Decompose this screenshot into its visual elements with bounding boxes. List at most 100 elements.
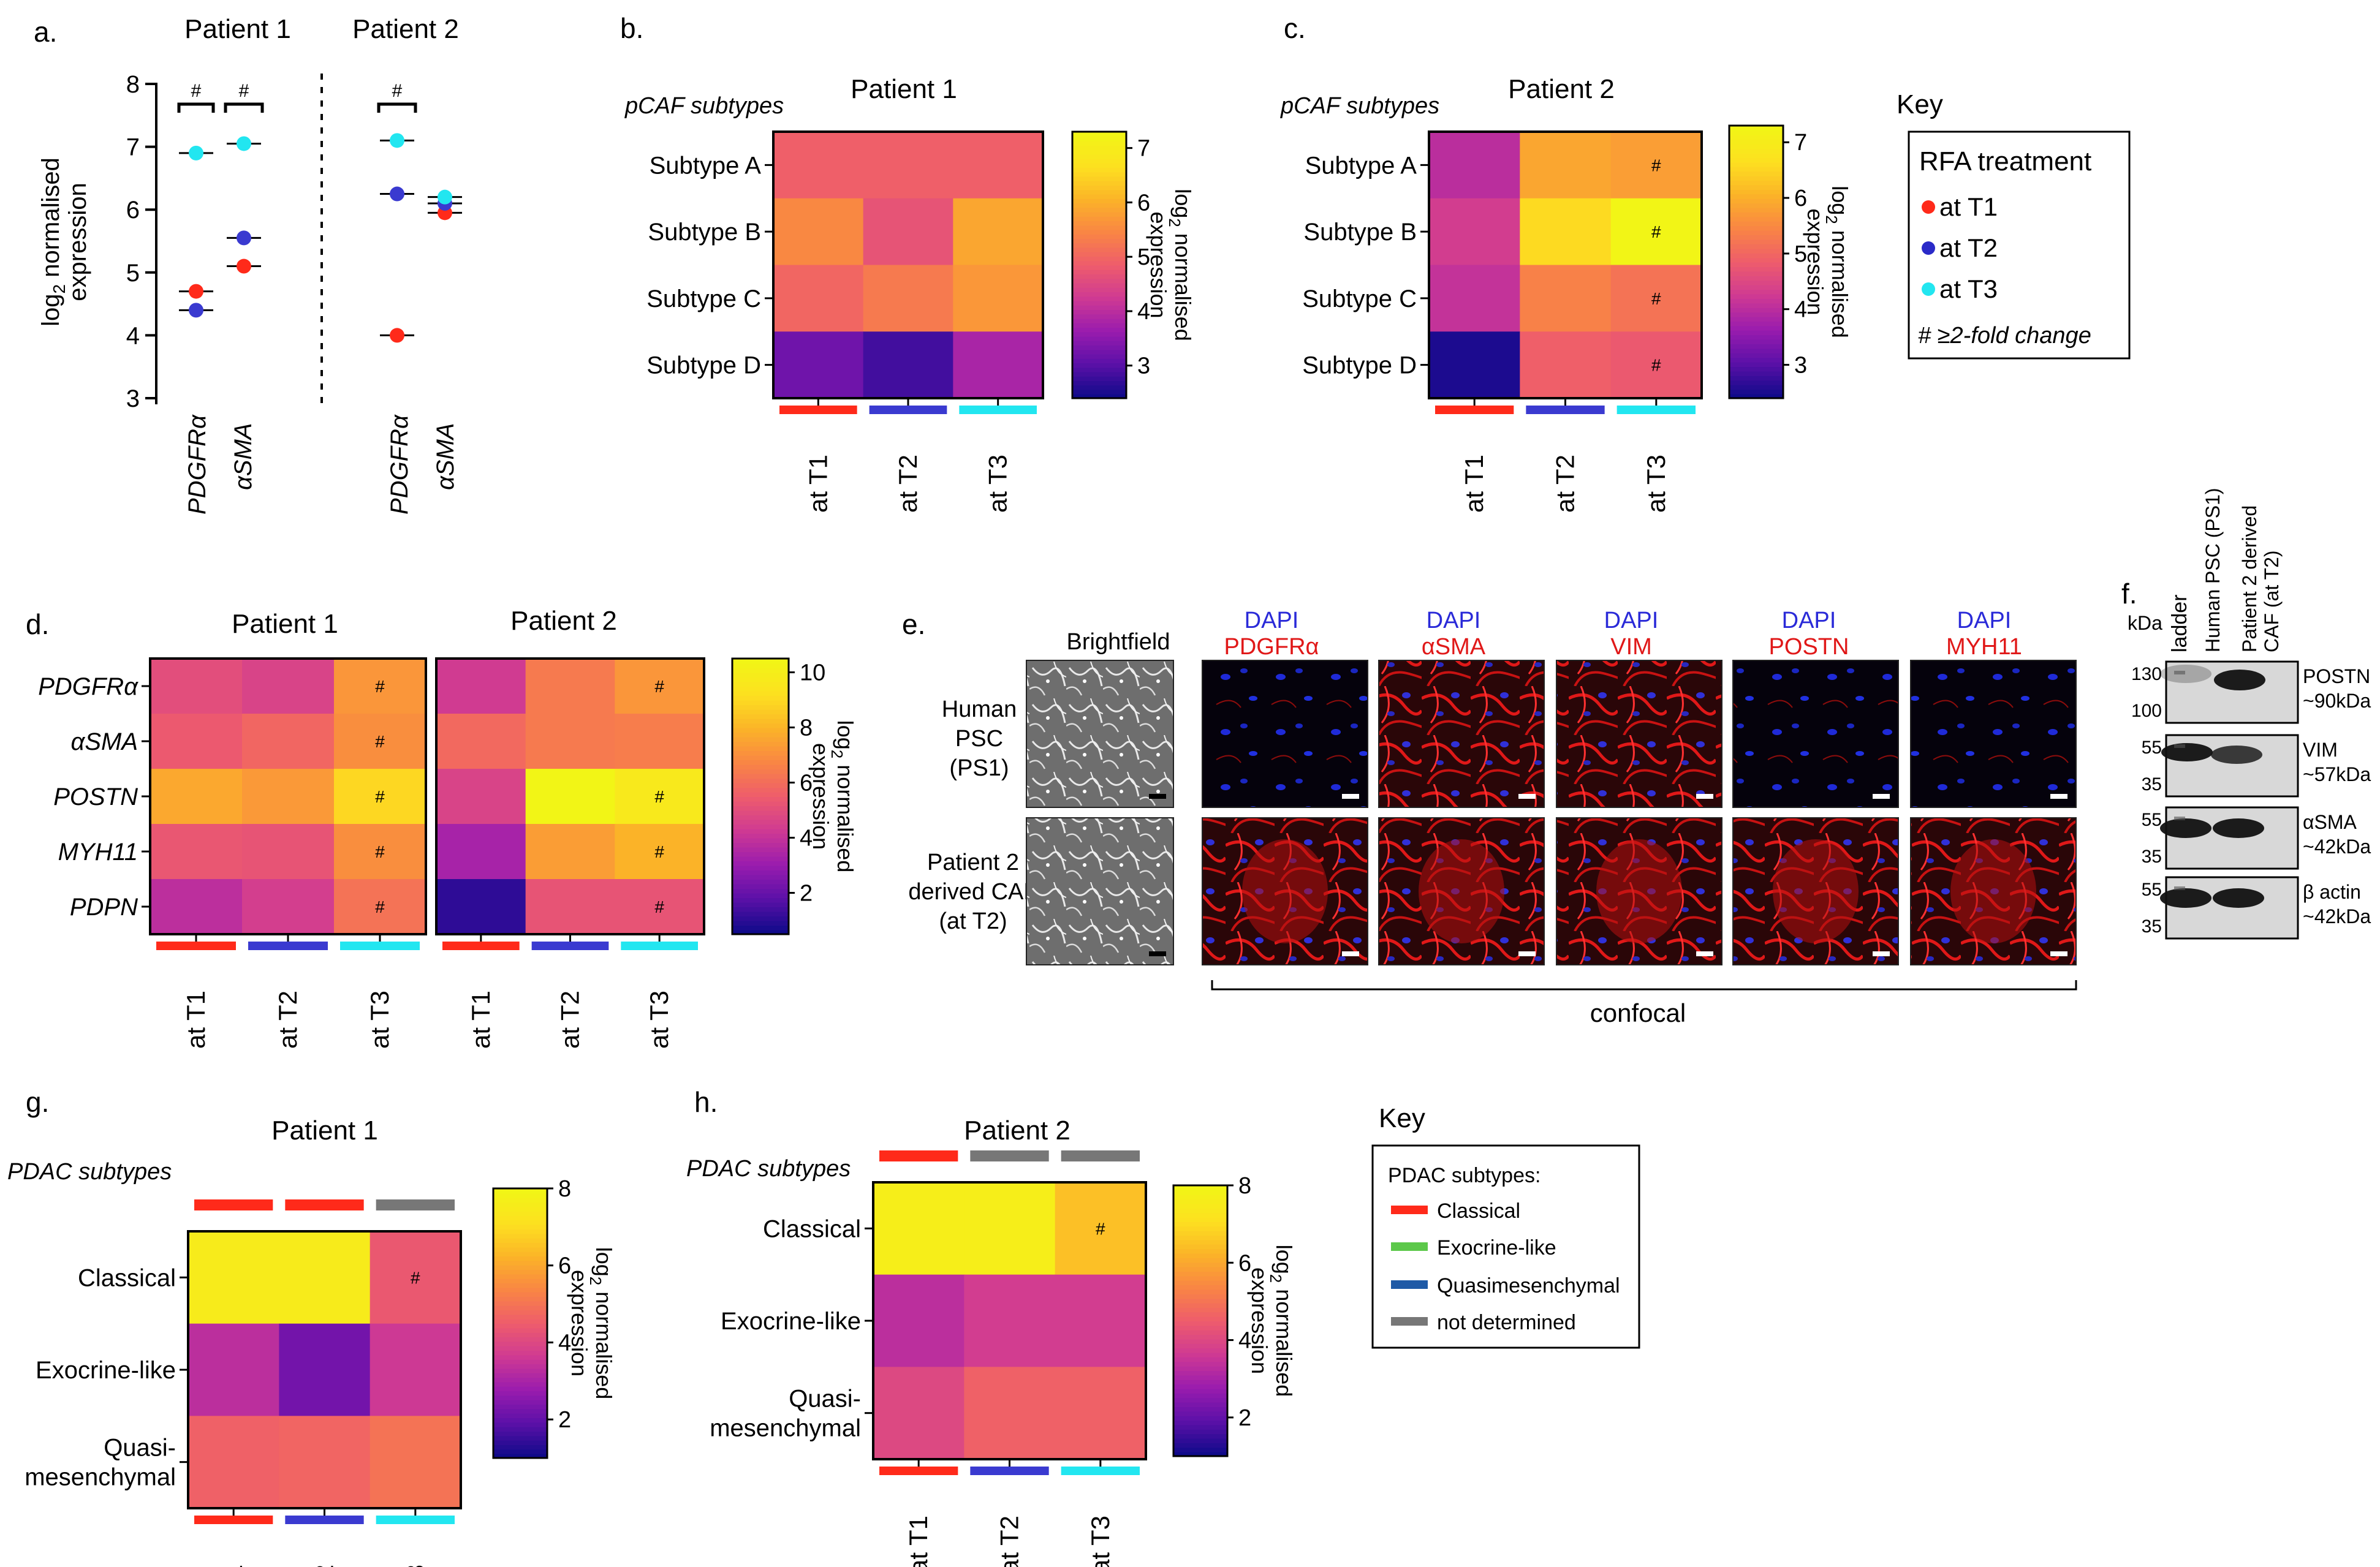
colorbar-segment — [732, 796, 789, 802]
colorbar-segment — [1173, 1271, 1227, 1277]
panel-e-dapi-label: DAPI — [1427, 608, 1481, 633]
colorbar-segment — [493, 1305, 547, 1310]
heatmap-time-bar — [285, 1516, 364, 1524]
heatmap-cell — [436, 769, 526, 825]
colorbar-segment — [732, 902, 789, 907]
heatmap-col-label: at T2 — [273, 991, 302, 1049]
heatmap-sig-mark: # — [654, 897, 664, 916]
heatmap-row-label: Subtype D — [646, 352, 761, 379]
heatmap-col-label: at T3 — [645, 991, 673, 1049]
panel-f-lane-ladder: ladder — [2168, 594, 2191, 652]
colorbar-segment — [1173, 1253, 1227, 1258]
heatmap-col-label: at T3 — [1642, 455, 1670, 513]
heatmap-cell — [773, 198, 864, 265]
colorbar-segment — [1729, 130, 1783, 135]
heatmap-sig-mark: # — [1651, 356, 1661, 375]
colorbar-segment — [1729, 298, 1783, 304]
blot-band — [2211, 746, 2262, 764]
heatmap-time-bar — [970, 1467, 1049, 1475]
colorbar-segment — [1729, 198, 1783, 204]
scale-bar — [1518, 794, 1536, 799]
brightfield-image — [1026, 817, 1174, 965]
pdac-key: Key PDAC subtypes: Classical Exocrine-li… — [1371, 1103, 1640, 1349]
colorbar-segment — [1729, 203, 1783, 208]
colorbar-segment — [1729, 126, 1783, 131]
panel-a-ytick-label: 3 — [126, 385, 140, 412]
pdac-key-quasi: Quasimesenchymal — [1437, 1274, 1620, 1297]
colorbar-segment — [1072, 238, 1126, 244]
colorbar-segment — [732, 677, 789, 682]
heatmap-time-bar — [959, 406, 1037, 414]
colorbar-segment — [1072, 380, 1126, 386]
scale-bar — [1518, 951, 1536, 956]
heatmap-cell — [873, 1367, 965, 1460]
heatmap-col-label: at T2 — [1551, 455, 1580, 513]
colorbar-segment — [1072, 203, 1126, 208]
heatmap-row-label: POSTN — [53, 784, 138, 810]
scale-bar — [2050, 794, 2067, 799]
colorbar-tick-label: 5 — [1137, 244, 1150, 270]
rfa-key: Key RFA treatment at T1 at T2 at T3 # ≥2… — [1897, 89, 2131, 360]
colorbar-label-2: expression — [1803, 208, 1828, 315]
colorbar-segment — [1072, 247, 1126, 252]
heatmap-cell — [1520, 265, 1612, 332]
heatmap-time-bar — [1526, 406, 1605, 414]
panel-a-patient-1-title: Patient 1 — [184, 14, 291, 44]
colorbar-segment — [1072, 282, 1126, 288]
colorbar-segment — [493, 1247, 547, 1252]
colorbar-label: log2 normalised — [1267, 1245, 1297, 1397]
blot-marker: 35 — [2142, 916, 2162, 937]
panel-e-dapi-label: DAPI — [1245, 608, 1299, 633]
colorbar-border — [1728, 124, 1784, 399]
brightfield-image — [1026, 660, 1174, 808]
panel-g: g. Patient 1 PDAC subtypes # Classical Exo… — [7, 1086, 616, 1567]
colorbar-tick-label: 8 — [558, 1176, 571, 1202]
heatmap-time-bar — [156, 942, 236, 950]
panel-e-micrographs — [1026, 660, 2077, 965]
heatmap-cell — [1520, 331, 1612, 399]
heatmap-sig-mark: # — [1651, 156, 1661, 175]
colorbar-segment — [1729, 257, 1783, 263]
panel-b-rows-title: pCAF subtypes — [624, 93, 784, 119]
heatmap-cell — [242, 659, 335, 714]
colorbar-segment — [1072, 314, 1126, 319]
heatmap-time-bar — [340, 942, 420, 950]
colorbar-segment — [493, 1310, 547, 1315]
heatmap-subtype-bar — [1061, 1150, 1140, 1161]
heatmap-cell — [242, 824, 335, 880]
heatmap-cell — [773, 132, 864, 199]
panel-a-gene-3: PDGFRα — [386, 414, 413, 515]
blot-marker: 55 — [2142, 738, 2162, 758]
colorbar-segment — [493, 1210, 547, 1216]
heatmap-col-label: at T3 — [401, 1565, 430, 1567]
heatmap-subtype-bar — [376, 1199, 455, 1210]
panel-f: f. kDa ladder Human PSC (PS1) Patient 2 … — [2121, 488, 2371, 940]
colorbar-segment — [1072, 331, 1126, 337]
confocal-image — [1910, 660, 2077, 808]
colorbar-segment — [1072, 198, 1126, 203]
heatmap-time-bar — [779, 406, 857, 414]
blot-marker: 35 — [2142, 847, 2162, 867]
colorbar-segment — [1729, 175, 1783, 181]
heatmap-cell — [242, 714, 335, 769]
blot-size: ~42kDa — [2303, 836, 2371, 858]
colorbar-segment — [493, 1381, 547, 1387]
heatmap-sig-mark: # — [375, 897, 385, 916]
colorbar-segment — [1173, 1352, 1227, 1357]
colorbar-segment — [1173, 1406, 1227, 1412]
heatmap-time-bar — [531, 942, 609, 950]
panel-a-points — [179, 133, 462, 343]
colorbar-segment — [1729, 361, 1783, 368]
panel-a-point-t3 — [237, 136, 251, 151]
colorbar-segment — [1072, 225, 1126, 230]
colorbar-segment — [1072, 278, 1126, 284]
colorbar-segment — [493, 1224, 547, 1229]
colorbar-segment — [493, 1269, 547, 1275]
panel-e-row-1-label: Human PSC (PS1) — [942, 697, 1017, 781]
scale-bar — [1873, 951, 1890, 956]
scale-bar — [2050, 951, 2067, 956]
scale-bar — [1696, 794, 1713, 799]
blot-band — [2161, 743, 2213, 761]
panel-g-heatmap: # Classical Exocrine-like Quasi-mesenchymal… — [25, 1176, 616, 1567]
heatmap-col-label: at T2 — [310, 1565, 339, 1567]
